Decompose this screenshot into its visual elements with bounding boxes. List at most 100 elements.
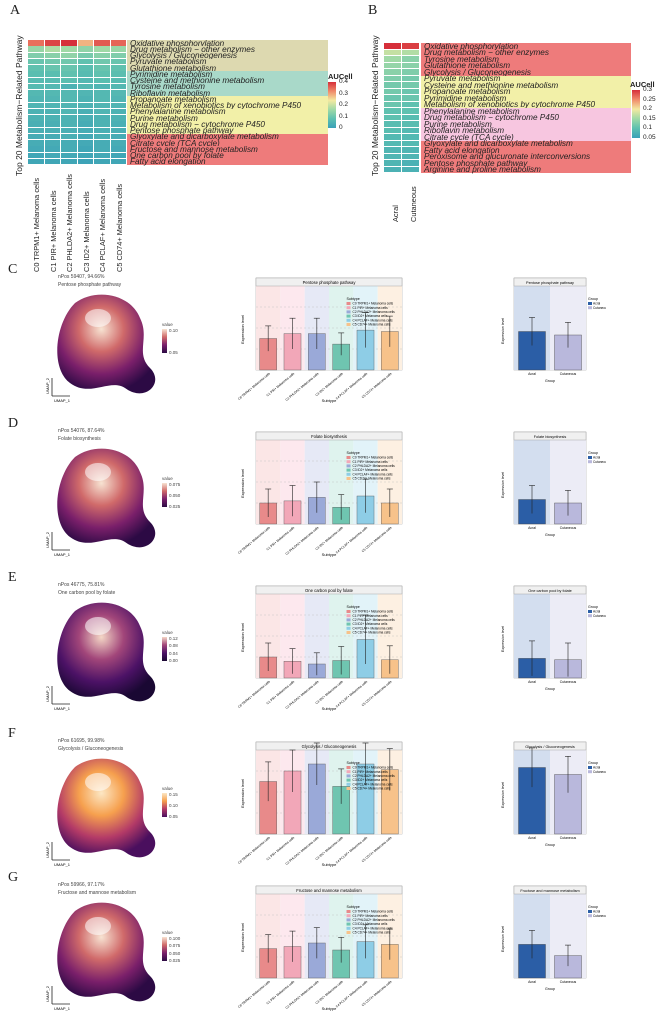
- row-e-bar-legend-label: C4 PCLAF+ Melanoma cells: [353, 626, 394, 630]
- row-e-bar-legend-label: C2 PHLDA2+ Melanoma cells: [353, 618, 396, 622]
- row-e-umap-legend-title: value: [162, 630, 173, 635]
- panel-a-cell: [44, 90, 60, 96]
- row-f-umap-cells: [57, 758, 156, 858]
- row-d-bar-title: Folate biosynthesis: [311, 434, 347, 439]
- row-c-bar-tick-label: C0 TRPM1+ Melanoma cells: [237, 371, 271, 400]
- row-c-umap-axis-2-label: UMAP_2: [45, 377, 50, 394]
- panel-b-pathway-label: Pyruvate metabolism: [424, 74, 501, 83]
- panel-b-legend-tick: 0.15: [643, 114, 656, 122]
- panel-a-cell: [110, 140, 126, 146]
- row-c-bar-legend-swatch: [346, 302, 351, 305]
- panel-a-cell: [77, 133, 93, 140]
- row-c-bar-legend-label: C4 PCLAF+ Melanoma cells: [353, 318, 394, 322]
- row-e-bar-legend-label: C1 PIR+ Melanoma cells: [353, 614, 389, 618]
- panel-a-pathway-label: Fructose and mannose metabolism: [130, 144, 258, 154]
- row-g-umap-legend-tick: 0.075: [169, 943, 181, 949]
- row-f-subtype-bar-chart: Glycolysis / Gluconeogenesis Expression l…: [237, 741, 403, 867]
- row-g-group-title: Fructose and mannose metabolism: [520, 889, 579, 893]
- panel-a-cell: [77, 58, 93, 65]
- panel-a-band: [127, 158, 328, 165]
- panel-a-cell: [94, 102, 110, 109]
- panel-b-pathway-label: Pentose phosphate pathway: [424, 158, 528, 168]
- row-e-bar-legend-swatch: [346, 631, 351, 634]
- row-c-bar-ylabel: Expression level: [240, 315, 245, 344]
- row-f-umap-legend-tick: 0.05: [169, 814, 178, 819]
- row-c-group-legend-label: Cutaneous: [593, 306, 606, 310]
- row-f-umap-legend-title: value: [162, 786, 173, 791]
- row-d-bar-title-strip: [255, 431, 403, 441]
- panel-b-pathway-label: Fatty acid elongation: [424, 145, 500, 155]
- panel-a-cell: [28, 115, 44, 121]
- panel-a-cell: [110, 102, 126, 109]
- panel-a-pathway-label: Glutathione metabolism: [130, 63, 217, 73]
- row-g-bar-title: Fructose and mannose metabolism: [296, 888, 362, 893]
- panel-b-cell: [384, 95, 401, 101]
- panel-a-band: [127, 133, 328, 140]
- row-f-bar-tick-label: C0 TRPM1+ Melanoma cells: [237, 835, 271, 864]
- row-f-bar-legend-label: C1 PIR+ Melanoma cells: [353, 770, 389, 774]
- panel-b-pathway-label: Pyrimidine metabolism: [424, 93, 507, 103]
- row-e-bar-ylabel: Expression level: [240, 623, 245, 652]
- panel-a-band: [127, 83, 328, 90]
- row-d-umap-cells: [57, 448, 156, 548]
- panel-b-cell: [384, 134, 401, 140]
- row-f-bar-title-strip: [255, 741, 403, 751]
- panel-a-cell: [61, 140, 77, 146]
- panel-a-pathway-label: Pyruvate metabolism: [130, 57, 207, 67]
- row-e-umap-cells: [57, 602, 156, 702]
- row-f-group-tick-label: Acral: [528, 836, 536, 840]
- panel-a-y-title: Top 20 Metabolism−Related Pathway: [14, 35, 24, 176]
- panel-b-cell: [402, 95, 419, 101]
- row-d-group-legend-label: Cutaneous: [593, 460, 606, 464]
- row-f-bar-legend-label: C5 CD74+ Melanoma cells: [353, 787, 391, 791]
- panel-b-band: [421, 127, 631, 134]
- row-e-bar-legend-swatch: [346, 614, 351, 618]
- panel-a-legend-tick: 0.2: [339, 101, 349, 108]
- panel-a-cell: [44, 121, 60, 127]
- panel-a-cell: [61, 115, 77, 121]
- panel-a-cell: [77, 71, 93, 77]
- panel-b-pathway-label: Arginine and proline metabolism: [424, 165, 541, 174]
- row-g-group-tick-label: Acral: [528, 980, 536, 984]
- panel-a-cell: [94, 133, 110, 140]
- row-d-bar-legend-label: C3 ID2+ Melanoma cells: [353, 468, 388, 472]
- row-g-umap-legend-tick: 0.100: [169, 936, 181, 941]
- panel-a-cell: [94, 146, 110, 152]
- row-f-umap-axis-2-label: UMAP_2: [45, 841, 50, 858]
- row-e-umap-legend-tick: 0.04: [169, 650, 178, 656]
- panel-b-cell: [402, 49, 419, 56]
- panel-b-pathway-label: Drug metabolism − cytochrome P450: [424, 113, 559, 122]
- panel-b-cell: [384, 82, 401, 88]
- row-c-umap-cells: [57, 294, 156, 394]
- row-g-group-legend-label: Cutaneous: [593, 914, 606, 918]
- row-c-bar-legend-label: C1 PIR+ Melanoma cells: [353, 306, 389, 310]
- panel-b-cell: [402, 56, 419, 62]
- row-e-group-xlabel: Group: [545, 687, 555, 691]
- row-e-subtype-bar-chart: One carbon pool by folate Expression leve…: [237, 585, 403, 711]
- panel-a-cell: [77, 146, 93, 152]
- panel-a-column-label: C3 ID2+ Melanoma cells: [81, 191, 91, 272]
- panel-a-cell: [28, 71, 44, 77]
- row-g-group-bar-chart: Fructose and mannose metabolism Expressio…: [501, 885, 606, 991]
- panel-b-band: [421, 82, 631, 89]
- panel-b-legend-tick: 0.25: [643, 95, 656, 103]
- panel-a-pathway-label: Drug metabolism − cytochrome P450: [130, 119, 265, 129]
- row-f-bar-legend-swatch: [346, 766, 351, 769]
- row-c-bar-legend-label: C0 TRPM1+ Melanoma cells: [353, 302, 394, 306]
- panel-a-cell: [77, 115, 93, 121]
- row-d-group-legend-label: Acral: [593, 456, 601, 460]
- row-d-umap-legend-tick: 0.075: [169, 482, 181, 487]
- row-g-bar-legend-label: C3 ID2+ Melanoma cells: [353, 922, 388, 926]
- row-c-bar-legend-swatch: [346, 306, 351, 310]
- panel-b-pathway-label: Peroxisome and glucuronate interconversi…: [424, 152, 591, 161]
- panel-b-pathway-label: Phenylalanine metabolism: [424, 106, 520, 116]
- row-c-group-title-strip: [513, 277, 587, 287]
- row-d-umap-title: Folate biosynthesis: [58, 436, 101, 442]
- row-e-letter: E: [8, 570, 17, 585]
- row-e-umap-legend-tick: 0.08: [169, 643, 178, 649]
- row-g-umap-count: nPos 59966, 97.17%: [58, 882, 105, 888]
- panel-a-cell: [77, 83, 93, 90]
- row-f-bar-title: Glycolysis / Gluconeogenesis: [302, 744, 357, 749]
